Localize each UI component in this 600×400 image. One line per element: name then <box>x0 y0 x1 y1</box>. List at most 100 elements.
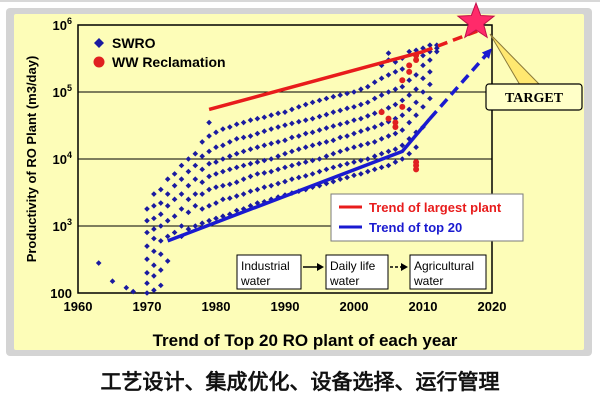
swro-point <box>171 182 178 189</box>
ww-reclamation-point <box>385 115 392 122</box>
swro-point <box>233 164 240 171</box>
x-tick-label: 2000 <box>340 299 369 314</box>
swro-point <box>289 162 295 169</box>
swro-point <box>351 159 357 165</box>
swro-point <box>351 104 357 110</box>
swro-point <box>227 181 233 188</box>
swro-point <box>296 146 302 153</box>
flow-step-line1: Daily life <box>330 259 376 273</box>
swro-point <box>323 95 330 102</box>
swro-point <box>351 117 357 123</box>
swro-point <box>420 104 426 110</box>
swro-point <box>302 173 309 179</box>
swro-point <box>151 226 157 232</box>
swro-point <box>371 79 378 86</box>
swro-point <box>158 282 164 289</box>
swro-point <box>199 139 205 145</box>
swro-point <box>344 90 350 97</box>
swro-point <box>206 119 212 126</box>
swro-point <box>151 273 157 279</box>
swro-point <box>185 156 192 162</box>
swro-point <box>358 157 364 164</box>
swro-point <box>254 200 261 206</box>
swro-point <box>275 139 281 145</box>
swro-point <box>227 211 233 218</box>
swro-point <box>109 278 116 285</box>
swro-point <box>296 104 302 110</box>
swro-point <box>309 157 316 164</box>
swro-point <box>323 125 330 131</box>
trend-largest-line-extension <box>422 26 486 54</box>
swro-point <box>275 166 281 173</box>
swro-point <box>365 99 371 106</box>
swro-point <box>164 191 171 197</box>
swro-point <box>282 150 288 157</box>
swro-point <box>206 173 212 180</box>
swro-point <box>171 229 178 236</box>
swro-point <box>406 106 412 113</box>
y-tick-label: 100 <box>50 286 72 301</box>
swro-point <box>213 215 219 222</box>
swro-point <box>358 115 364 122</box>
x-tick-label: 1980 <box>202 299 231 314</box>
swro-point <box>399 156 406 162</box>
swro-point <box>309 142 316 149</box>
swro-point <box>151 191 157 197</box>
swro-point <box>220 142 226 149</box>
swro-point <box>220 126 226 132</box>
swro-point <box>365 168 371 175</box>
swro-point <box>275 124 281 130</box>
swro-point <box>330 150 337 157</box>
swro-point <box>392 146 399 153</box>
swro-point <box>406 119 412 126</box>
swro-point <box>199 153 205 160</box>
swro-point <box>240 191 247 197</box>
swro-point <box>434 45 440 52</box>
swro-point <box>254 159 261 165</box>
swro-point <box>392 59 399 65</box>
swro-point <box>371 95 378 102</box>
swro-point <box>233 150 240 157</box>
swro-point <box>392 69 399 75</box>
swro-point <box>344 146 350 153</box>
trend-largest-line <box>208 49 424 112</box>
swro-point <box>275 153 281 160</box>
swro-point <box>247 146 254 153</box>
legend-ww-label: WW Reclamation <box>112 54 226 70</box>
swro-point <box>413 99 419 106</box>
swro-point <box>378 121 385 128</box>
swro-point <box>95 260 102 266</box>
swro-point <box>302 130 309 137</box>
swro-point <box>199 220 205 227</box>
swro-point <box>275 110 281 117</box>
swro-point <box>337 162 343 169</box>
swro-point <box>192 223 199 229</box>
swro-point <box>164 203 171 209</box>
flow-arrow-head <box>401 263 408 271</box>
swro-point <box>164 233 171 240</box>
swro-point <box>233 179 240 186</box>
swro-point <box>309 99 316 106</box>
top-rule <box>0 0 600 2</box>
swro-point <box>309 129 316 136</box>
flow-step-line2: water <box>240 274 270 288</box>
y-tick-label: 103 <box>53 217 72 234</box>
swro-point <box>213 184 219 190</box>
swro-point <box>185 209 192 216</box>
swro-point <box>378 164 385 171</box>
swro-point <box>247 173 254 180</box>
target-star-icon <box>456 1 496 39</box>
swro-point <box>158 223 164 229</box>
swro-point <box>399 97 406 104</box>
swro-point <box>399 142 406 149</box>
swro-point <box>337 148 343 155</box>
swro-point <box>151 287 157 294</box>
ww-reclamation-point <box>413 159 420 166</box>
swro-point <box>185 226 192 232</box>
x-tick-label: 2020 <box>478 299 507 314</box>
x-tick-label: 1990 <box>271 299 300 314</box>
swro-point <box>309 171 316 177</box>
y-axis-label: Productivity of RO Plant (m3/day) <box>24 56 39 263</box>
swro-point <box>392 159 399 165</box>
